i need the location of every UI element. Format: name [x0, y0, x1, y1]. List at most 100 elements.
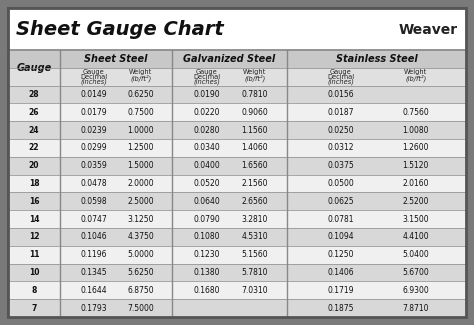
Text: 0.0478: 0.0478 — [80, 179, 107, 188]
Text: 0.0520: 0.0520 — [193, 179, 220, 188]
Text: 16: 16 — [29, 197, 39, 206]
Text: 6.9300: 6.9300 — [402, 286, 429, 295]
Text: 3.1500: 3.1500 — [402, 214, 429, 224]
Text: 0.0190: 0.0190 — [193, 90, 220, 99]
Text: 4.3750: 4.3750 — [127, 232, 154, 241]
Text: (lb/ft²): (lb/ft²) — [244, 74, 265, 82]
Text: 0.0179: 0.0179 — [80, 108, 107, 117]
Text: 0.0375: 0.0375 — [328, 161, 354, 170]
Text: 0.7560: 0.7560 — [402, 108, 429, 117]
Text: 5.1560: 5.1560 — [241, 250, 268, 259]
Text: 0.0280: 0.0280 — [193, 125, 220, 135]
Text: Weaver: Weaver — [399, 23, 458, 37]
Text: 0.0250: 0.0250 — [328, 125, 354, 135]
Text: 3.1250: 3.1250 — [128, 214, 154, 224]
Bar — [8, 139, 466, 157]
Text: 0.1080: 0.1080 — [193, 232, 220, 241]
Text: 7.0310: 7.0310 — [241, 286, 268, 295]
Text: 7: 7 — [31, 304, 36, 313]
Bar — [8, 157, 466, 175]
Text: 2.0000: 2.0000 — [128, 179, 154, 188]
Text: 3.2810: 3.2810 — [242, 214, 268, 224]
Text: 0.1196: 0.1196 — [81, 250, 107, 259]
Text: 20: 20 — [29, 161, 39, 170]
Text: 0.0359: 0.0359 — [80, 161, 107, 170]
Text: 0.0220: 0.0220 — [193, 108, 220, 117]
Bar — [8, 228, 466, 246]
Text: 0.0187: 0.0187 — [328, 108, 354, 117]
Text: 1.0080: 1.0080 — [402, 125, 429, 135]
Text: 1.5120: 1.5120 — [403, 161, 429, 170]
Text: 5.6250: 5.6250 — [128, 268, 154, 277]
Bar — [8, 103, 466, 121]
Text: Decimal: Decimal — [327, 74, 354, 80]
Text: (lb/ft²): (lb/ft²) — [405, 74, 427, 82]
Text: 0.1680: 0.1680 — [193, 286, 220, 295]
Text: 0.1230: 0.1230 — [193, 250, 220, 259]
Text: 0.7810: 0.7810 — [242, 90, 268, 99]
Text: 28: 28 — [29, 90, 39, 99]
Text: 7.8710: 7.8710 — [402, 304, 429, 313]
Text: 1.6560: 1.6560 — [241, 161, 268, 170]
Text: 0.0781: 0.0781 — [328, 214, 354, 224]
Text: 1.5000: 1.5000 — [128, 161, 154, 170]
Text: 1.2500: 1.2500 — [128, 143, 154, 152]
Text: Decimal: Decimal — [193, 74, 220, 80]
Text: 0.0156: 0.0156 — [328, 90, 354, 99]
Text: 0.0625: 0.0625 — [328, 197, 354, 206]
Bar — [8, 85, 466, 103]
Text: Stainless Steel: Stainless Steel — [336, 54, 418, 64]
Text: Weight: Weight — [243, 69, 266, 75]
Text: 11: 11 — [29, 250, 39, 259]
Text: 0.0598: 0.0598 — [80, 197, 107, 206]
Text: 2.5200: 2.5200 — [402, 197, 429, 206]
Text: 2.1560: 2.1560 — [242, 179, 268, 188]
Text: 0.1406: 0.1406 — [328, 268, 354, 277]
Text: 6.8750: 6.8750 — [128, 286, 154, 295]
Text: Gauge: Gauge — [83, 69, 104, 75]
Text: Sheet Gauge Chart: Sheet Gauge Chart — [16, 20, 224, 39]
Text: 18: 18 — [29, 179, 39, 188]
Text: 5.0000: 5.0000 — [127, 250, 154, 259]
Text: 0.1793: 0.1793 — [80, 304, 107, 313]
Bar — [8, 281, 466, 299]
Text: 24: 24 — [29, 125, 39, 135]
Text: 0.0640: 0.0640 — [193, 197, 220, 206]
Text: 0.0790: 0.0790 — [193, 214, 220, 224]
Text: Weight: Weight — [129, 69, 152, 75]
Text: Weight: Weight — [404, 69, 428, 75]
Bar — [8, 299, 466, 317]
Text: 1.4060: 1.4060 — [241, 143, 268, 152]
Text: Gauge: Gauge — [330, 69, 352, 75]
Text: Galvanized Steel: Galvanized Steel — [183, 54, 275, 64]
Text: Gauge: Gauge — [17, 63, 52, 73]
Bar — [8, 264, 466, 281]
Text: 0.1644: 0.1644 — [80, 286, 107, 295]
Text: 0.1380: 0.1380 — [193, 268, 220, 277]
Text: (inches): (inches) — [327, 78, 354, 85]
Text: 12: 12 — [29, 232, 39, 241]
Text: 0.0400: 0.0400 — [193, 161, 220, 170]
Text: 0.1345: 0.1345 — [80, 268, 107, 277]
Text: 2.5000: 2.5000 — [128, 197, 154, 206]
Text: 0.0239: 0.0239 — [80, 125, 107, 135]
Text: 0.1719: 0.1719 — [328, 286, 354, 295]
Text: (inches): (inches) — [193, 78, 220, 85]
Bar — [8, 121, 466, 139]
Text: 0.1094: 0.1094 — [328, 232, 354, 241]
Text: 0.7500: 0.7500 — [127, 108, 154, 117]
Text: 0.0500: 0.0500 — [328, 179, 354, 188]
Bar — [8, 68, 466, 85]
Text: 5.7810: 5.7810 — [242, 268, 268, 277]
Text: 22: 22 — [29, 143, 39, 152]
Text: 4.4100: 4.4100 — [402, 232, 429, 241]
Text: Gauge: Gauge — [196, 69, 218, 75]
Text: 26: 26 — [29, 108, 39, 117]
Text: 0.0149: 0.0149 — [80, 90, 107, 99]
Bar — [8, 175, 466, 192]
Text: (inches): (inches) — [80, 78, 107, 85]
Bar — [8, 246, 466, 264]
Text: 0.9060: 0.9060 — [241, 108, 268, 117]
Text: 7.5000: 7.5000 — [127, 304, 154, 313]
Text: Decimal: Decimal — [80, 74, 107, 80]
